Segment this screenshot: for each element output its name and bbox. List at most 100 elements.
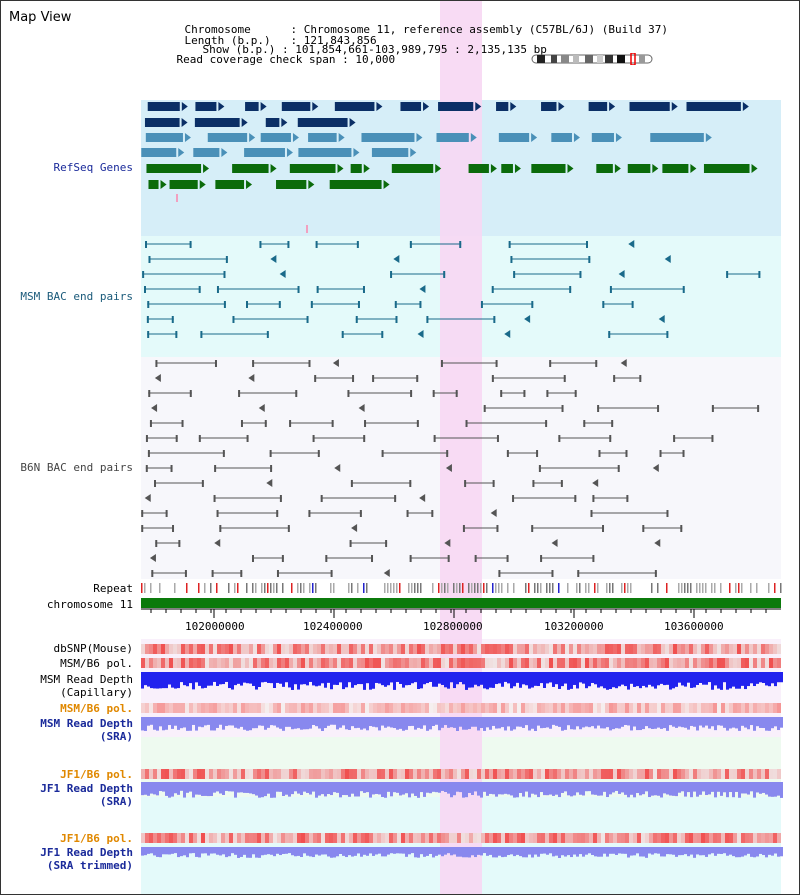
msm-b6-pol-strip <box>693 703 697 713</box>
msm-b6-pol-strip <box>169 658 173 668</box>
msm-b6-pol-strip <box>657 703 661 713</box>
dbsnp-strip <box>237 644 241 654</box>
msm-depth-sra-bar <box>195 717 198 731</box>
bac-end <box>149 420 152 427</box>
jf1-b6-pol-strip <box>521 833 525 843</box>
jf1-b6-pol-strip <box>565 833 569 843</box>
msm-b6-pol-strip <box>193 658 197 668</box>
msm-b6-pol-strip <box>417 703 421 713</box>
msm-depth-sra-bar <box>639 717 642 731</box>
selected-region-highlight[interactable] <box>440 1 482 894</box>
jf1-depth-sra-bar <box>699 782 702 795</box>
dbsnp-strip <box>545 644 549 654</box>
msm-depth-capillary-bar <box>378 672 381 684</box>
jf1-depth-trimmed-bar <box>402 847 405 854</box>
msm-depth-capillary-bar <box>642 672 645 686</box>
jf1-depth-sra-bar <box>180 782 183 791</box>
msm-depth-capillary-bar <box>420 672 423 689</box>
dbsnp-strip <box>333 644 337 654</box>
jf1-b6-pol-strip <box>509 769 513 779</box>
jf1-depth-sra-bar <box>735 782 738 792</box>
dbsnp-strip <box>289 644 293 654</box>
gene-feature <box>281 102 311 111</box>
jf1-b6-pol-strip <box>481 833 485 843</box>
bac-end <box>711 435 714 442</box>
msm-depth-capillary-bar <box>585 672 588 689</box>
msm-depth-sra-bar <box>600 717 603 729</box>
msm-depth-sra-bar <box>186 717 189 731</box>
msm-depth-sra-bar <box>354 717 357 729</box>
bac-end <box>639 375 642 382</box>
jf1-b6-pol-strip <box>365 769 369 779</box>
bac-end <box>443 271 446 278</box>
msm-depth-capillary-bar <box>759 672 762 683</box>
jf1-depth-trimmed-bar <box>381 847 384 857</box>
msm-b6-pol-strip <box>605 658 609 668</box>
repeat-element <box>210 583 212 593</box>
bac-end <box>331 420 334 427</box>
jf1-depth-sra-bar <box>351 782 354 794</box>
msm-depth-capillary-bar <box>717 672 720 689</box>
msm-b6-pol-strip <box>749 703 753 713</box>
msm-depth-sra-bar <box>570 717 573 730</box>
gene-strand-arrow <box>470 133 477 142</box>
msm-b6-pol-strip <box>453 658 457 668</box>
repeat-element <box>546 583 548 593</box>
msm-b6-pol-strip <box>681 658 685 668</box>
bac-end <box>145 241 148 248</box>
msm-depth-capillary-bar <box>276 672 279 683</box>
jf1-depth-sra-bar <box>255 782 258 796</box>
dbsnp-strip <box>241 644 245 654</box>
msm-depth-capillary-bar <box>504 672 507 682</box>
chromosome-ideogram[interactable] <box>531 53 653 65</box>
msm-depth-sra-bar <box>408 717 411 727</box>
jf1-b6-pol-strip <box>557 833 561 843</box>
jf1-depth-trimmed-bar <box>372 847 375 856</box>
msm-b6-pol-strip <box>745 703 749 713</box>
msm-b6-pol-strip <box>773 658 777 668</box>
msm-b6-pol-strip <box>425 703 429 713</box>
jf1-b6-pol-strip <box>521 769 525 779</box>
jf1-b6-pol-strip <box>469 833 473 843</box>
msm-depth-sra-bar <box>660 717 663 729</box>
msm-depth-sra-bar <box>498 717 501 729</box>
dbsnp-strip <box>161 644 165 654</box>
label-msm-depth-sra-1: MSM Read Depth <box>40 717 133 730</box>
jf1-depth-trimmed-bar <box>525 847 528 858</box>
jf1-depth-sra-bar <box>738 782 741 798</box>
jf1-depth-sra-bar <box>510 782 513 796</box>
jf1-b6-pol-strip <box>209 769 213 779</box>
jf1-depth-trimmed-bar <box>564 847 567 857</box>
bac-end-marker <box>490 509 497 517</box>
bac-end <box>532 480 535 487</box>
dbsnp-strip <box>189 644 193 654</box>
bac-end <box>455 390 458 397</box>
msm-depth-capillary-bar <box>222 672 225 685</box>
repeat-element <box>606 583 608 593</box>
jf1-depth-sra-bar <box>486 782 489 796</box>
jf1-b6-pol-strip <box>217 833 221 843</box>
jf1-depth-sra-bar <box>447 782 450 794</box>
msm-b6-pol-strip <box>281 703 285 713</box>
repeat-element <box>480 583 482 593</box>
bac-end <box>372 375 375 382</box>
msm-depth-sra-bar <box>684 717 687 728</box>
jf1-b6-pol-strip <box>361 769 365 779</box>
repeat-element <box>387 583 389 593</box>
gene-feature <box>144 118 180 127</box>
dbsnp-strip <box>281 644 285 654</box>
repeat-element <box>651 583 653 593</box>
bac-end <box>682 286 685 293</box>
gene-strand-arrow <box>514 164 521 173</box>
repeat-element <box>702 583 704 593</box>
bac-end <box>314 375 317 382</box>
jf1-depth-sra-bar <box>615 782 618 791</box>
msm-depth-sra-bar <box>552 717 555 725</box>
jf1-depth-trimmed-bar <box>780 847 783 857</box>
jf1-b6-pol-strip <box>241 769 245 779</box>
jf1-depth-trimmed-bar <box>642 847 645 857</box>
bac-end-marker <box>334 464 341 472</box>
msm-b6-pol-strip <box>765 658 769 668</box>
msm-depth-sra-bar <box>381 717 384 726</box>
